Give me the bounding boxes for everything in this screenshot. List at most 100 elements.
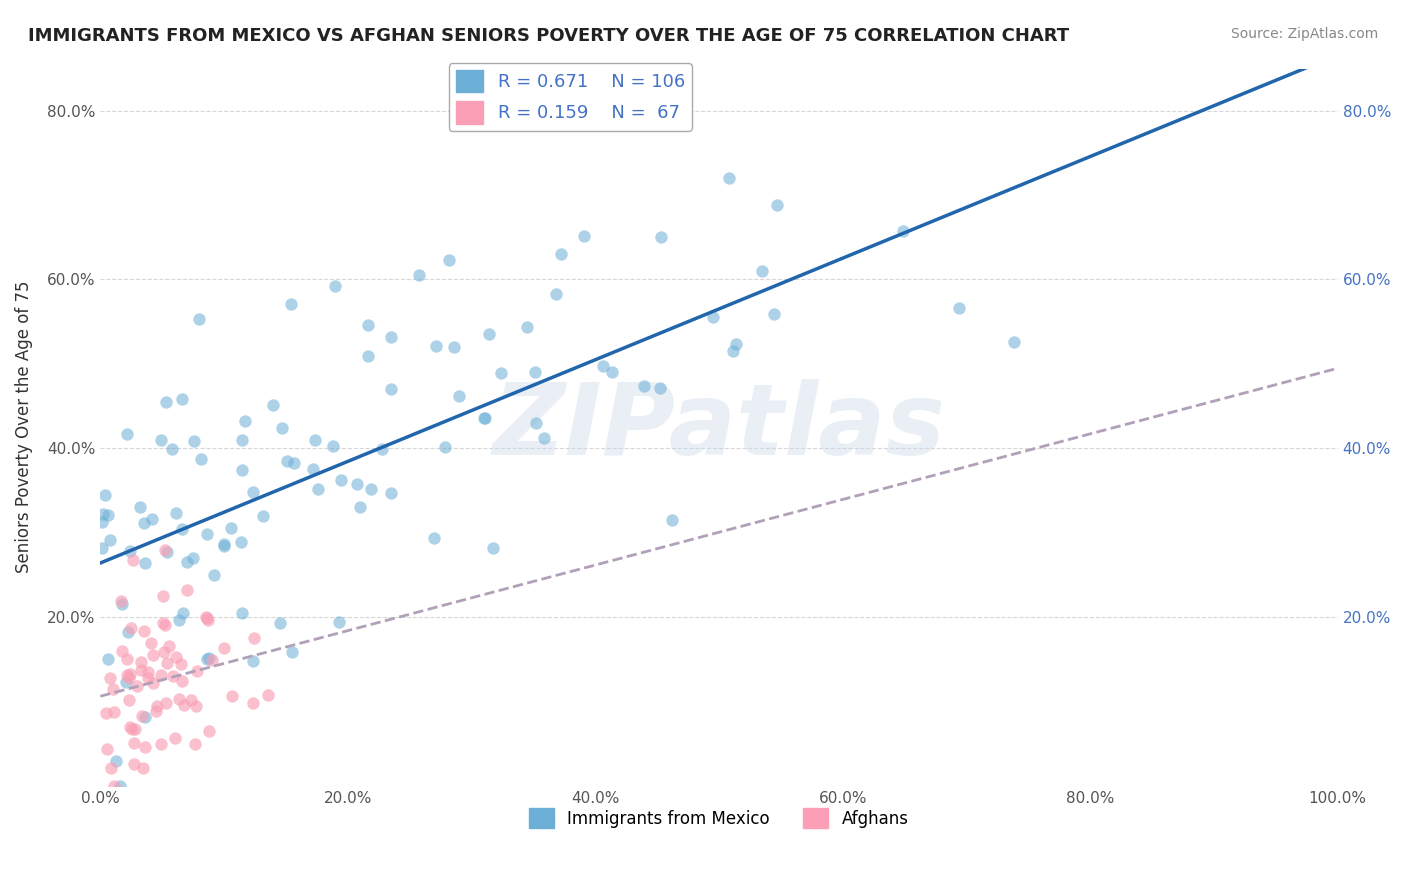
- Point: [152, 589, 174, 603]
- Point: [197, 652, 219, 666]
- Point: [478, 327, 501, 342]
- Point: [180, 693, 202, 707]
- Point: [152, 616, 174, 631]
- Point: [156, 544, 179, 558]
- Point: [145, 704, 167, 718]
- Point: [169, 613, 191, 627]
- Point: [155, 696, 177, 710]
- Point: [141, 636, 163, 650]
- Point: [100, 761, 122, 775]
- Point: [170, 673, 193, 688]
- Point: [491, 366, 513, 380]
- Point: [115, 675, 138, 690]
- Point: [165, 649, 187, 664]
- Point: [101, 682, 124, 697]
- Point: [242, 631, 264, 645]
- Point: [301, 462, 323, 476]
- Point: [98, 533, 121, 547]
- Point: [231, 607, 253, 621]
- Point: [766, 197, 789, 211]
- Point: [242, 696, 264, 710]
- Point: [281, 645, 304, 659]
- Point: [122, 756, 145, 771]
- Point: [129, 655, 152, 669]
- Point: [214, 641, 236, 656]
- Point: [176, 582, 198, 597]
- Point: [150, 668, 173, 682]
- Point: [100, 671, 122, 685]
- Point: [271, 421, 294, 435]
- Point: [544, 287, 567, 301]
- Point: [118, 543, 141, 558]
- Point: [371, 442, 394, 456]
- Point: [891, 224, 914, 238]
- Point: [346, 477, 368, 491]
- Point: [136, 665, 159, 679]
- Point: [157, 639, 180, 653]
- Point: [194, 609, 217, 624]
- Point: [170, 392, 193, 407]
- Point: [472, 410, 495, 425]
- Point: [283, 456, 305, 470]
- Point: [142, 648, 165, 663]
- Point: [134, 739, 156, 754]
- Point: [97, 508, 120, 522]
- Point: [197, 723, 219, 738]
- Point: [120, 720, 142, 734]
- Point: [449, 388, 471, 402]
- Point: [433, 440, 456, 454]
- Point: [443, 340, 465, 354]
- Point: [242, 654, 264, 668]
- Point: [233, 414, 256, 428]
- Point: [173, 698, 195, 713]
- Point: [600, 365, 623, 379]
- Point: [91, 515, 114, 529]
- Point: [380, 486, 402, 500]
- Point: [423, 531, 446, 545]
- Point: [110, 594, 132, 608]
- Point: [118, 693, 141, 707]
- Point: [190, 452, 212, 467]
- Point: [212, 539, 235, 553]
- Point: [195, 526, 218, 541]
- Point: [141, 512, 163, 526]
- Point: [170, 522, 193, 536]
- Point: [176, 555, 198, 569]
- Point: [280, 297, 302, 311]
- Point: [184, 737, 207, 751]
- Point: [115, 427, 138, 442]
- Point: [187, 312, 209, 326]
- Point: [262, 398, 284, 412]
- Point: [134, 710, 156, 724]
- Point: [221, 690, 243, 704]
- Point: [437, 252, 460, 267]
- Point: [763, 307, 786, 321]
- Point: [751, 264, 773, 278]
- Point: [1002, 334, 1025, 349]
- Point: [115, 667, 138, 681]
- Point: [117, 624, 139, 639]
- Point: [132, 516, 155, 531]
- Point: [124, 736, 146, 750]
- Point: [146, 699, 169, 714]
- Point: [103, 779, 125, 793]
- Point: [242, 485, 264, 500]
- Point: [96, 742, 118, 756]
- Point: [136, 671, 159, 685]
- Point: [725, 337, 748, 351]
- Point: [276, 454, 298, 468]
- Point: [323, 279, 346, 293]
- Point: [97, 651, 120, 665]
- Point: [160, 442, 183, 456]
- Point: [162, 668, 184, 682]
- Point: [328, 615, 350, 629]
- Point: [197, 613, 219, 627]
- Point: [633, 379, 655, 393]
- Point: [661, 513, 683, 527]
- Point: [155, 395, 177, 409]
- Point: [156, 656, 179, 670]
- Point: [118, 671, 141, 685]
- Y-axis label: Seniors Poverty Over the Age of 75: Seniors Poverty Over the Age of 75: [15, 281, 32, 574]
- Point: [219, 521, 242, 535]
- Point: [524, 416, 547, 430]
